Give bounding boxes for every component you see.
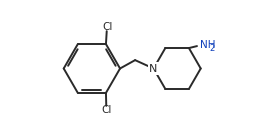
Text: N: N (149, 64, 158, 73)
Text: Cl: Cl (102, 22, 113, 32)
Text: NH: NH (200, 40, 216, 50)
Text: Cl: Cl (101, 105, 112, 115)
Text: 2: 2 (209, 44, 214, 53)
